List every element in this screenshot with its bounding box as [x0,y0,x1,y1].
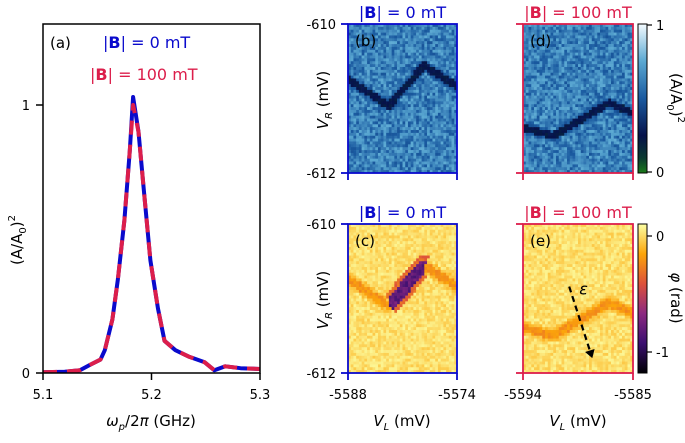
y-tick-label: -612 [306,367,336,382]
y-tick-label: -612 [306,167,336,182]
colorbar-amplitude-tick-min: 0 [656,166,664,181]
panel-b: (b) |B| = 0 mT -610 -612 [306,3,458,182]
panel-frame [347,223,458,374]
x-tick-label: -5585 [614,388,652,403]
panel-c-ylabel: VR (mV) [314,271,335,330]
y-tick-label: 1 [22,99,30,114]
panel-title: |B| = 0 mT [359,3,446,22]
heatmap-cells [348,224,458,374]
panel-frame [522,23,634,174]
legend-zero-field: |B| = 0 mT [103,33,190,52]
panel-e-xlabel: VL (mV) [549,412,606,433]
y-tick-label: -610 [306,18,336,33]
panel-c: (c) |B| = 0 mT -610 -612 -5588 -5574 [306,203,475,403]
colorbar-phase-tick-minus-one: -1 [656,346,669,361]
x-tick-label: 5.3 [250,388,271,403]
arrow-head-icon [585,348,595,359]
panel-a-label: (a) [50,34,71,52]
y-tick-label: 0 [22,367,30,382]
panel-label: (e) [530,232,551,250]
heatmap-cells [523,24,634,174]
panel-title: |B| = 100 mT [524,3,632,22]
panel-d: (d) |B| = 100 mT [516,3,634,180]
panel-frame [347,23,458,174]
x-tick-label: -5574 [438,388,476,403]
panel-a: 5.1 5.2 5.301 (a) |B| = 0 mT |B| = 100 mT … [7,23,271,433]
colorbar-phase-label: φ (rad) [667,272,685,323]
x-tick-label: -5594 [504,388,542,403]
x-tick-label: 5.1 [33,388,54,403]
heatmap-cells [348,24,458,174]
heatmap-cells [523,224,634,374]
panel-e: (e) |B| = 100 mT -5594 -5585 ε [504,203,652,403]
panel-label: (d) [530,32,551,50]
x-tick-label: -5588 [329,388,367,403]
panel-label: (c) [355,232,375,250]
panel-label: (b) [355,32,376,50]
panel-title: |B| = 100 mT [524,203,632,222]
detuning-label: ε [579,280,588,299]
panel-frame [522,223,634,374]
series-line-high-field [43,103,260,373]
panel-c-xlabel: VL (mV) [373,412,430,433]
colorbar-phase-tick-zero: 0 [656,230,664,245]
panel-b-ylabel: VR (mV) [314,71,335,130]
x-tick-label: 5.2 [141,388,162,403]
panel-a-xlabel: ωp/2π (GHz) [106,412,196,433]
colorbar-amplitude-tick-max: 1 [656,19,664,34]
legend-high-field: |B| = 100 mT [90,65,198,84]
colorbar-phase: 0 -1 φ (rad) [637,223,685,374]
detuning-arrow [568,286,591,351]
panel-title: |B| = 0 mT [359,203,446,222]
colorbar-amplitude: 1 0 (A/A0)2 [637,19,685,181]
colorbar-amplitude-label: (A/A0)2 [664,73,685,123]
series-line-zero-field [43,95,260,373]
panel-a-ylabel: (A/A0)2 [7,215,29,265]
y-tick-label: -610 [306,218,336,233]
